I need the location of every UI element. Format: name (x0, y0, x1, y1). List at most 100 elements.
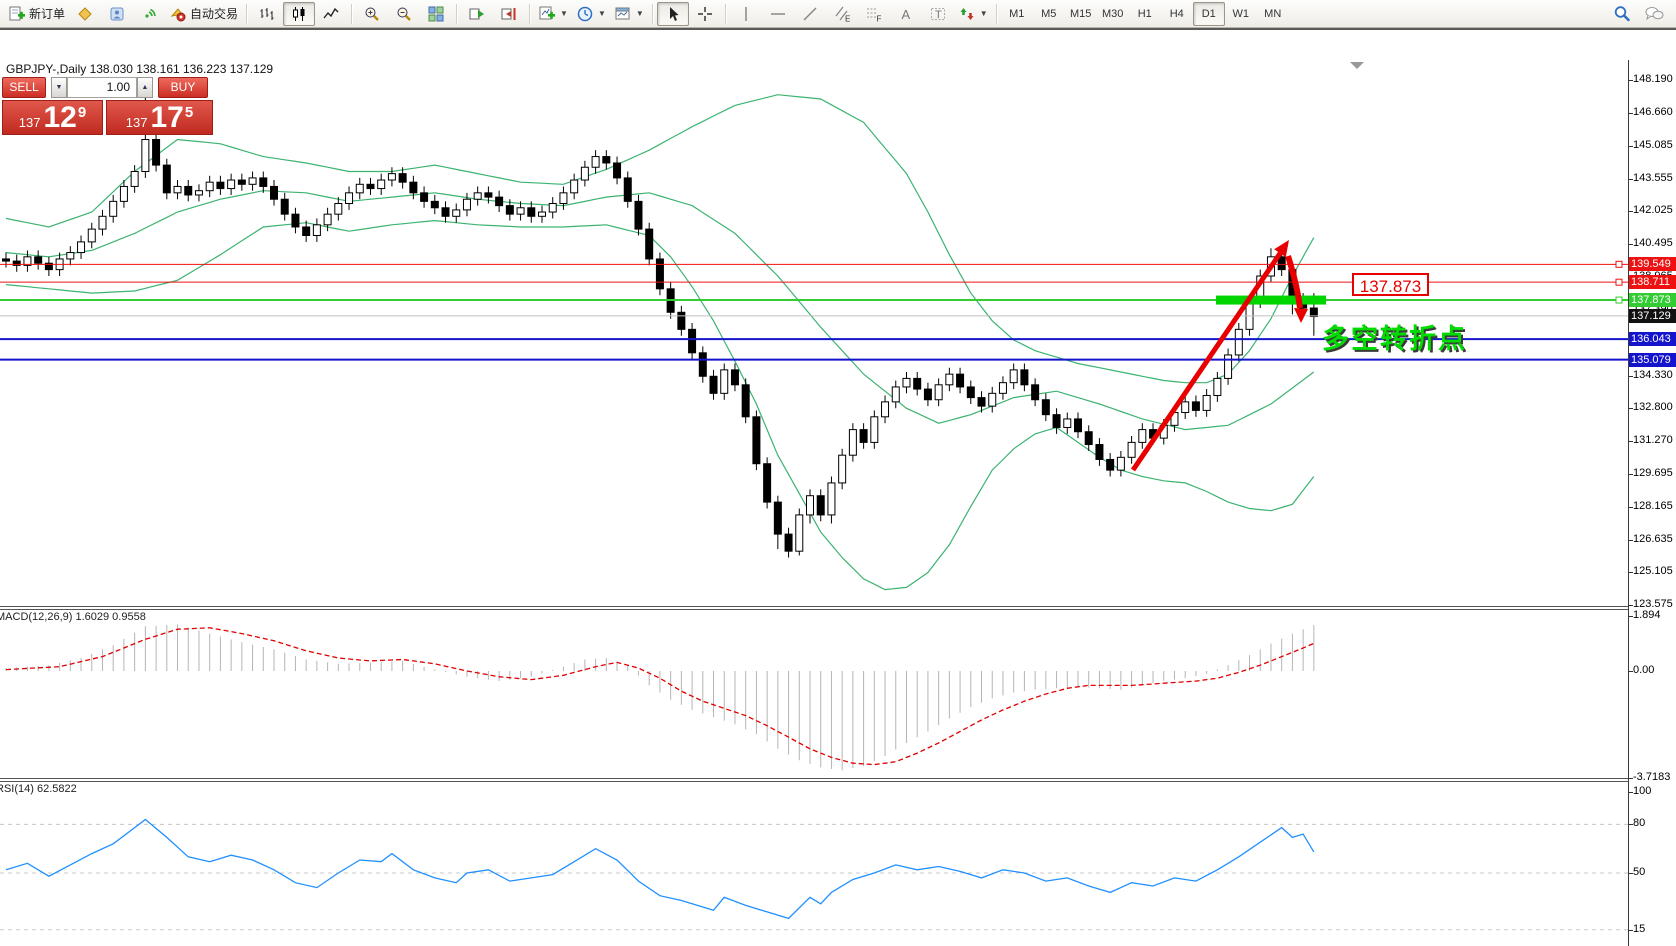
timeframe-H4[interactable]: H4 (1161, 2, 1193, 26)
trendline-tool-button[interactable] (794, 2, 826, 26)
macd-tick (1628, 671, 1633, 672)
price-axis-line (1628, 60, 1629, 946)
turning-point-annotation[interactable]: 多空转折点 (1322, 324, 1467, 354)
cursor-tool-button[interactable] (656, 1, 689, 26)
price-tick (1628, 474, 1633, 476)
template-icon (615, 7, 630, 19)
separator (246, 3, 248, 24)
price-badge[interactable]: 138.711 (1629, 275, 1676, 290)
pane-separator[interactable] (0, 606, 1628, 610)
crosshair-icon (697, 6, 712, 21)
price-badge[interactable]: 136.043 (1629, 332, 1676, 347)
price-badge[interactable]: 137.873 (1629, 293, 1676, 308)
price-tick (1628, 80, 1633, 81)
text-icon: A (901, 7, 910, 22)
bar-chart-mode-button[interactable] (251, 2, 283, 26)
vertical-line-tool-button[interactable] (730, 2, 762, 26)
timeframe-M15[interactable]: M15 (1065, 2, 1097, 26)
price-annotation-box[interactable]: 137.873 (1352, 273, 1429, 296)
separator (995, 3, 997, 24)
main-chart-canvas[interactable] (0, 60, 1628, 606)
market-watch-button[interactable] (69, 2, 101, 26)
bar-chart-icon (260, 7, 274, 20)
new-order-icon (9, 6, 25, 20)
buy-price-block[interactable]: 137 17 5 (106, 100, 213, 135)
buy-button[interactable]: BUY (158, 76, 208, 98)
templates-button[interactable]: ▼ (610, 2, 648, 26)
volume-decrease-button[interactable]: ▼ (51, 76, 67, 98)
search-button[interactable] (1606, 2, 1638, 26)
crosshair-tool-button[interactable] (689, 2, 721, 26)
buy-price-base: 137 (125, 115, 148, 130)
macd-tick-label: 0.00 (1633, 664, 1655, 676)
fibonacci-tool-button[interactable]: F (858, 2, 890, 26)
new-chart-button[interactable]: ▼ (534, 2, 572, 26)
price-tick (1628, 146, 1633, 148)
price-badge[interactable]: 135.079 (1629, 352, 1676, 367)
timeframe-label: M30 (1102, 7, 1124, 20)
arrows-icon (960, 7, 974, 20)
bollinger-bands (5, 94, 1315, 591)
timeframe-M30[interactable]: M30 (1097, 2, 1129, 26)
timeframe-M5[interactable]: M5 (1033, 2, 1065, 26)
arrows-tool-button[interactable]: ▼ (954, 2, 992, 26)
price-badge[interactable]: 139.549 (1629, 257, 1676, 272)
horizontal-line-tool-button[interactable] (762, 2, 794, 26)
price-tick-label: 123.575 (1633, 598, 1673, 611)
dropdown-caret: ▼ (597, 9, 606, 18)
chart-shift-button[interactable] (493, 2, 525, 26)
profile-icon (110, 7, 124, 20)
price-tick-label: 131.270 (1633, 433, 1673, 446)
price-tick-label: 129.695 (1633, 467, 1673, 480)
auto-scroll-button[interactable] (461, 2, 493, 26)
timeframe-label: M15 (1070, 7, 1092, 20)
buy-price-sup: 5 (184, 104, 194, 121)
shift-marker[interactable] (1350, 62, 1364, 69)
macd-pane-canvas[interactable] (0, 611, 1628, 777)
candlestick-mode-button[interactable] (283, 1, 316, 26)
channel-tool-button[interactable]: E (826, 2, 858, 26)
line-chart-mode-button[interactable] (315, 2, 347, 26)
rsi-tick (1628, 792, 1633, 793)
timeframe-D1[interactable]: D1 (1192, 1, 1225, 26)
new-order-button[interactable]: 新订单 (4, 2, 69, 26)
tile-windows-button[interactable] (420, 2, 452, 26)
timeframe-group: M1 M5 M15 M30 H1 H4 D1 W1 MN (1001, 1, 1289, 26)
zoom-in-button[interactable] (356, 2, 388, 26)
profiles-button[interactable] (101, 2, 133, 26)
price-badge[interactable]: 137.129 (1629, 308, 1676, 323)
text-tool-button[interactable]: A (890, 2, 922, 26)
zoom-in-icon (365, 7, 379, 21)
community-button[interactable] (1638, 2, 1670, 26)
price-tick-label: 140.495 (1633, 237, 1673, 250)
volume-input[interactable] (67, 76, 137, 98)
rsi-line (5, 818, 1315, 920)
chart-shift-icon (501, 7, 516, 20)
volume-increase-button[interactable]: ▲ (137, 76, 153, 98)
timeframe-H1[interactable]: H1 (1129, 2, 1161, 26)
sell-price-block[interactable]: 137 12 9 (2, 100, 103, 135)
rsi-tick (1628, 873, 1633, 874)
zoom-out-button[interactable] (388, 2, 420, 26)
trend-arrows[interactable] (1130, 240, 1308, 472)
timeframe-MN[interactable]: MN (1257, 2, 1289, 26)
text-label-tool-button[interactable]: T (922, 2, 954, 26)
line-handle (1615, 278, 1623, 286)
rsi-pane-canvas[interactable] (0, 782, 1628, 946)
chart-window: 148.190 146.660 145.085 143.555 142.025 140.4… (0, 28, 1676, 946)
green-support-bar[interactable] (1216, 295, 1326, 305)
timeframe-M1[interactable]: M1 (1001, 2, 1033, 26)
auto-trading-button[interactable]: 自动交易 (165, 2, 242, 26)
periods-button[interactable]: ▼ (572, 2, 610, 26)
pane-separator[interactable] (0, 778, 1628, 782)
gold-icon (78, 6, 92, 21)
price-tick (1628, 178, 1633, 180)
candlestick-icon (293, 6, 305, 21)
timeframe-W1[interactable]: W1 (1225, 2, 1257, 26)
macd-tick (1628, 616, 1633, 618)
sell-button[interactable]: SELL (2, 76, 46, 98)
signals-button[interactable] (133, 2, 165, 26)
price-tick (1628, 211, 1633, 213)
price-tick-label: 125.105 (1633, 565, 1673, 578)
